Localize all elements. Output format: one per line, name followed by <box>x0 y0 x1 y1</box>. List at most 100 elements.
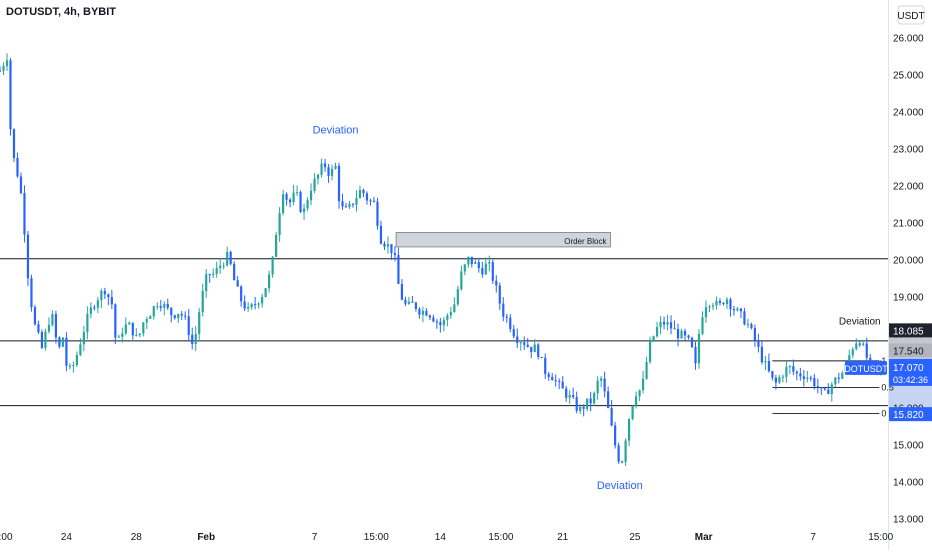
candle-body[interactable] <box>638 390 641 397</box>
candle-body[interactable] <box>516 336 519 343</box>
candle-body[interactable] <box>655 327 659 337</box>
candle-body[interactable] <box>362 189 365 194</box>
candle-body[interactable] <box>149 316 152 320</box>
candle-body[interactable] <box>610 408 613 426</box>
candle-body[interactable] <box>128 322 131 325</box>
candle-body[interactable] <box>229 251 232 264</box>
candle-body[interactable] <box>841 373 844 379</box>
candle-body[interactable] <box>309 190 313 201</box>
candle-body[interactable] <box>365 193 369 201</box>
candle-body[interactable] <box>358 189 362 199</box>
candle-body[interactable] <box>799 373 802 377</box>
candle-body[interactable] <box>537 344 540 357</box>
candle-body[interactable] <box>194 333 197 344</box>
candle-body[interactable] <box>240 286 243 302</box>
candle-body[interactable] <box>320 163 323 175</box>
candle-body[interactable] <box>355 198 358 205</box>
candle-body[interactable] <box>593 393 596 404</box>
candle-body[interactable] <box>519 342 522 344</box>
candle-body[interactable] <box>243 301 246 309</box>
candle-body[interactable] <box>456 289 459 305</box>
candle-body[interactable] <box>61 337 65 347</box>
candle-body[interactable] <box>673 328 676 330</box>
candle-body[interactable] <box>572 394 575 398</box>
candle-body[interactable] <box>138 333 141 336</box>
candle-body[interactable] <box>862 343 865 345</box>
candle-body[interactable] <box>425 310 428 316</box>
candle-body[interactable] <box>544 357 547 374</box>
candle-body[interactable] <box>743 311 746 325</box>
candle-body[interactable] <box>701 317 704 334</box>
order-block-rect[interactable] <box>395 232 611 248</box>
candle-body[interactable] <box>400 283 404 300</box>
candle-body[interactable] <box>12 129 16 158</box>
candle-body[interactable] <box>351 203 355 205</box>
candle-body[interactable] <box>823 388 826 390</box>
candle-body[interactable] <box>383 243 386 247</box>
candle-body[interactable] <box>676 328 680 339</box>
candle-body[interactable] <box>725 299 729 305</box>
candle-body[interactable] <box>607 391 610 409</box>
candle-body[interactable] <box>432 317 435 322</box>
candle-body[interactable] <box>694 347 697 364</box>
candle-body[interactable] <box>96 300 99 308</box>
candle-body[interactable] <box>739 308 743 312</box>
candle-body[interactable] <box>110 297 113 305</box>
candle-body[interactable] <box>376 201 379 226</box>
candle-body[interactable] <box>30 278 33 308</box>
candle-body[interactable] <box>561 381 564 389</box>
candle-body[interactable] <box>390 244 393 254</box>
candle-body[interactable] <box>589 398 592 404</box>
candle-body[interactable] <box>233 263 236 281</box>
candle-body[interactable] <box>505 316 508 318</box>
candle-body[interactable] <box>257 303 260 305</box>
candle-body[interactable] <box>449 311 452 316</box>
candle-body[interactable] <box>502 303 505 317</box>
candle-body[interactable] <box>222 265 225 267</box>
candle-body[interactable] <box>495 280 498 286</box>
candle-body[interactable] <box>865 343 868 358</box>
candle-body[interactable] <box>446 315 449 320</box>
candle-body[interactable] <box>788 366 791 368</box>
candle-body[interactable] <box>79 344 82 355</box>
candle-body[interactable] <box>596 380 599 394</box>
candle-body[interactable] <box>254 304 257 306</box>
candle-body[interactable] <box>435 321 438 323</box>
candle-body[interactable] <box>704 307 708 318</box>
candle-body[interactable] <box>467 256 470 265</box>
candle-body[interactable] <box>0 70 2 72</box>
candle-body[interactable] <box>330 168 334 177</box>
candle-body[interactable] <box>82 332 85 345</box>
candle-body[interactable] <box>498 285 501 304</box>
candle-body[interactable] <box>470 256 473 264</box>
candle-body[interactable] <box>659 321 662 328</box>
candle-body[interactable] <box>802 376 805 379</box>
candle-body[interactable] <box>641 378 645 391</box>
candle-body[interactable] <box>621 461 624 463</box>
candle-body[interactable] <box>645 361 648 379</box>
candle-body[interactable] <box>58 337 61 347</box>
candle-body[interactable] <box>295 191 299 193</box>
candle-body[interactable] <box>93 307 96 309</box>
price-axis[interactable]: 26.000 25.000 24.000 23.000 22.000 21.000 20.0… <box>893 34 924 526</box>
candle-body[interactable] <box>547 373 550 377</box>
candle-body[interactable] <box>299 191 302 212</box>
candle-body[interactable] <box>103 290 106 295</box>
candle-body[interactable] <box>47 324 51 332</box>
candle-body[interactable] <box>624 440 627 462</box>
candle-body[interactable] <box>40 332 44 348</box>
candle-body[interactable] <box>201 291 204 313</box>
candle-body[interactable] <box>666 322 669 325</box>
candle-body[interactable] <box>816 386 819 388</box>
candle-body[interactable] <box>219 265 222 269</box>
candle-body[interactable] <box>603 378 606 392</box>
candle-body[interactable] <box>869 357 872 362</box>
candle-body[interactable] <box>809 377 812 379</box>
candle-body[interactable] <box>600 378 603 381</box>
candle-body[interactable] <box>568 394 571 398</box>
candle-body[interactable] <box>114 304 117 338</box>
candle-body[interactable] <box>792 366 795 372</box>
candle-body[interactable] <box>372 200 376 202</box>
